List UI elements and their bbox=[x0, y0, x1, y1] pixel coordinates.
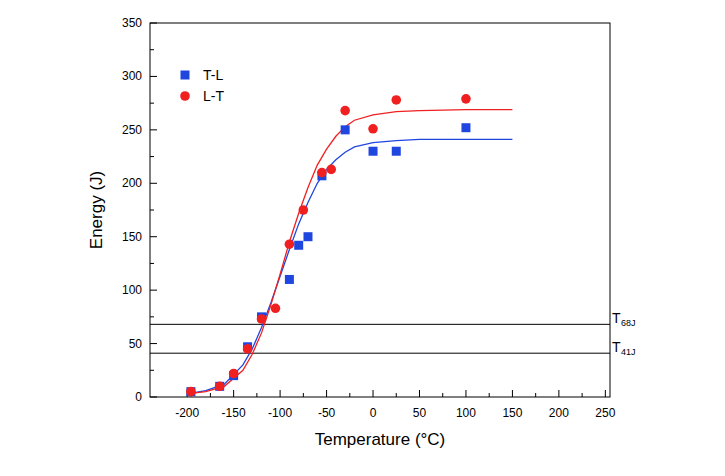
threshold-subscript: 41J bbox=[621, 347, 636, 357]
x-tick bbox=[373, 390, 374, 397]
y-minor-tick bbox=[150, 210, 154, 211]
data-point bbox=[257, 314, 267, 324]
data-point bbox=[317, 168, 327, 178]
x-tick bbox=[465, 390, 466, 397]
y-tick-label: 0 bbox=[135, 390, 142, 404]
plot-frame bbox=[150, 23, 610, 397]
threshold-line bbox=[150, 353, 610, 354]
threshold-label: T bbox=[612, 339, 621, 355]
x-tick-label: -150 bbox=[222, 406, 246, 420]
plot-area bbox=[150, 94, 610, 396]
x-axis-title: Temperature (°C) bbox=[315, 430, 446, 449]
data-point bbox=[340, 106, 350, 116]
y-tick bbox=[150, 76, 157, 77]
y-tick-label: 350 bbox=[122, 16, 142, 30]
y-minor-tick bbox=[150, 156, 154, 157]
threshold-subscript: 68J bbox=[621, 318, 636, 328]
y-tick bbox=[150, 343, 157, 344]
x-minor-tick bbox=[535, 393, 536, 397]
data-point bbox=[215, 382, 224, 391]
y-minor-tick bbox=[150, 103, 154, 104]
data-point bbox=[461, 94, 471, 104]
data-point bbox=[271, 304, 281, 314]
y-tick bbox=[150, 236, 157, 237]
data-point bbox=[294, 241, 303, 250]
x-minor-tick bbox=[442, 393, 443, 397]
x-minor-tick bbox=[582, 393, 583, 397]
x-minor-tick bbox=[349, 393, 350, 397]
data-point bbox=[303, 232, 312, 241]
x-tick-label: 150 bbox=[502, 406, 522, 420]
y-tick bbox=[150, 183, 157, 184]
x-minor-tick bbox=[396, 393, 397, 397]
y-tick-label: 200 bbox=[122, 176, 142, 190]
data-point bbox=[369, 147, 378, 156]
legend-marker bbox=[181, 71, 190, 80]
x-tick bbox=[233, 390, 234, 397]
data-point bbox=[285, 275, 294, 284]
y-minor-tick bbox=[150, 49, 154, 50]
x-tick-label: 200 bbox=[549, 406, 569, 420]
y-tick-label: 150 bbox=[122, 230, 142, 244]
x-minor-tick bbox=[489, 393, 490, 397]
data-point bbox=[215, 382, 225, 392]
legend-label: L-T bbox=[203, 88, 224, 104]
x-tick-label: -50 bbox=[318, 406, 336, 420]
x-tick-label: -200 bbox=[175, 406, 199, 420]
data-point bbox=[368, 124, 378, 134]
threshold-label: T bbox=[612, 310, 621, 326]
x-tick-label: 100 bbox=[456, 406, 476, 420]
data-point bbox=[391, 95, 401, 105]
x-tick bbox=[558, 390, 559, 397]
x-tick-label: 250 bbox=[595, 406, 615, 420]
x-minor-tick bbox=[256, 393, 257, 397]
x-minor-tick bbox=[210, 393, 211, 397]
threshold-line bbox=[150, 324, 610, 325]
y-tick bbox=[150, 129, 157, 130]
data-point bbox=[461, 123, 470, 132]
y-minor-tick bbox=[150, 316, 154, 317]
chart: -200 -150 -100 -50 0 50 100 150 200 250 0 50 100 150 2… bbox=[0, 0, 725, 476]
x-tick bbox=[512, 390, 513, 397]
data-point bbox=[285, 239, 295, 249]
fit-curve bbox=[187, 139, 512, 393]
y-tick-label: 300 bbox=[122, 69, 142, 83]
data-point bbox=[341, 125, 350, 134]
x-tick bbox=[605, 390, 606, 397]
data-point bbox=[186, 387, 196, 397]
x-tick-label: -100 bbox=[268, 406, 292, 420]
y-tick-label: 100 bbox=[122, 283, 142, 297]
x-tick-label: 0 bbox=[370, 406, 377, 420]
data-point bbox=[243, 344, 253, 354]
y-axis-title: Energy (J) bbox=[87, 171, 106, 249]
data-point bbox=[229, 369, 239, 379]
fit-curve bbox=[187, 110, 512, 394]
y-tick bbox=[150, 290, 157, 291]
data-point bbox=[186, 387, 195, 396]
x-tick bbox=[419, 390, 420, 397]
y-minor-tick bbox=[150, 263, 154, 264]
x-minor-tick bbox=[303, 393, 304, 397]
data-point bbox=[392, 147, 401, 156]
legend-label: T-L bbox=[203, 67, 223, 83]
data-point bbox=[299, 205, 309, 215]
y-minor-tick bbox=[150, 370, 154, 371]
legend: T-L L-T bbox=[180, 67, 224, 104]
x-tick bbox=[326, 390, 327, 397]
y-tick-label: 250 bbox=[122, 123, 142, 137]
y-tick-label: 50 bbox=[129, 337, 143, 351]
legend-marker bbox=[180, 91, 190, 101]
axes: -200 -150 -100 -50 0 50 100 150 200 250 0 50 100 150 2… bbox=[122, 16, 616, 420]
x-tick-label: 50 bbox=[413, 406, 427, 420]
x-tick bbox=[280, 390, 281, 397]
data-point bbox=[326, 165, 336, 175]
